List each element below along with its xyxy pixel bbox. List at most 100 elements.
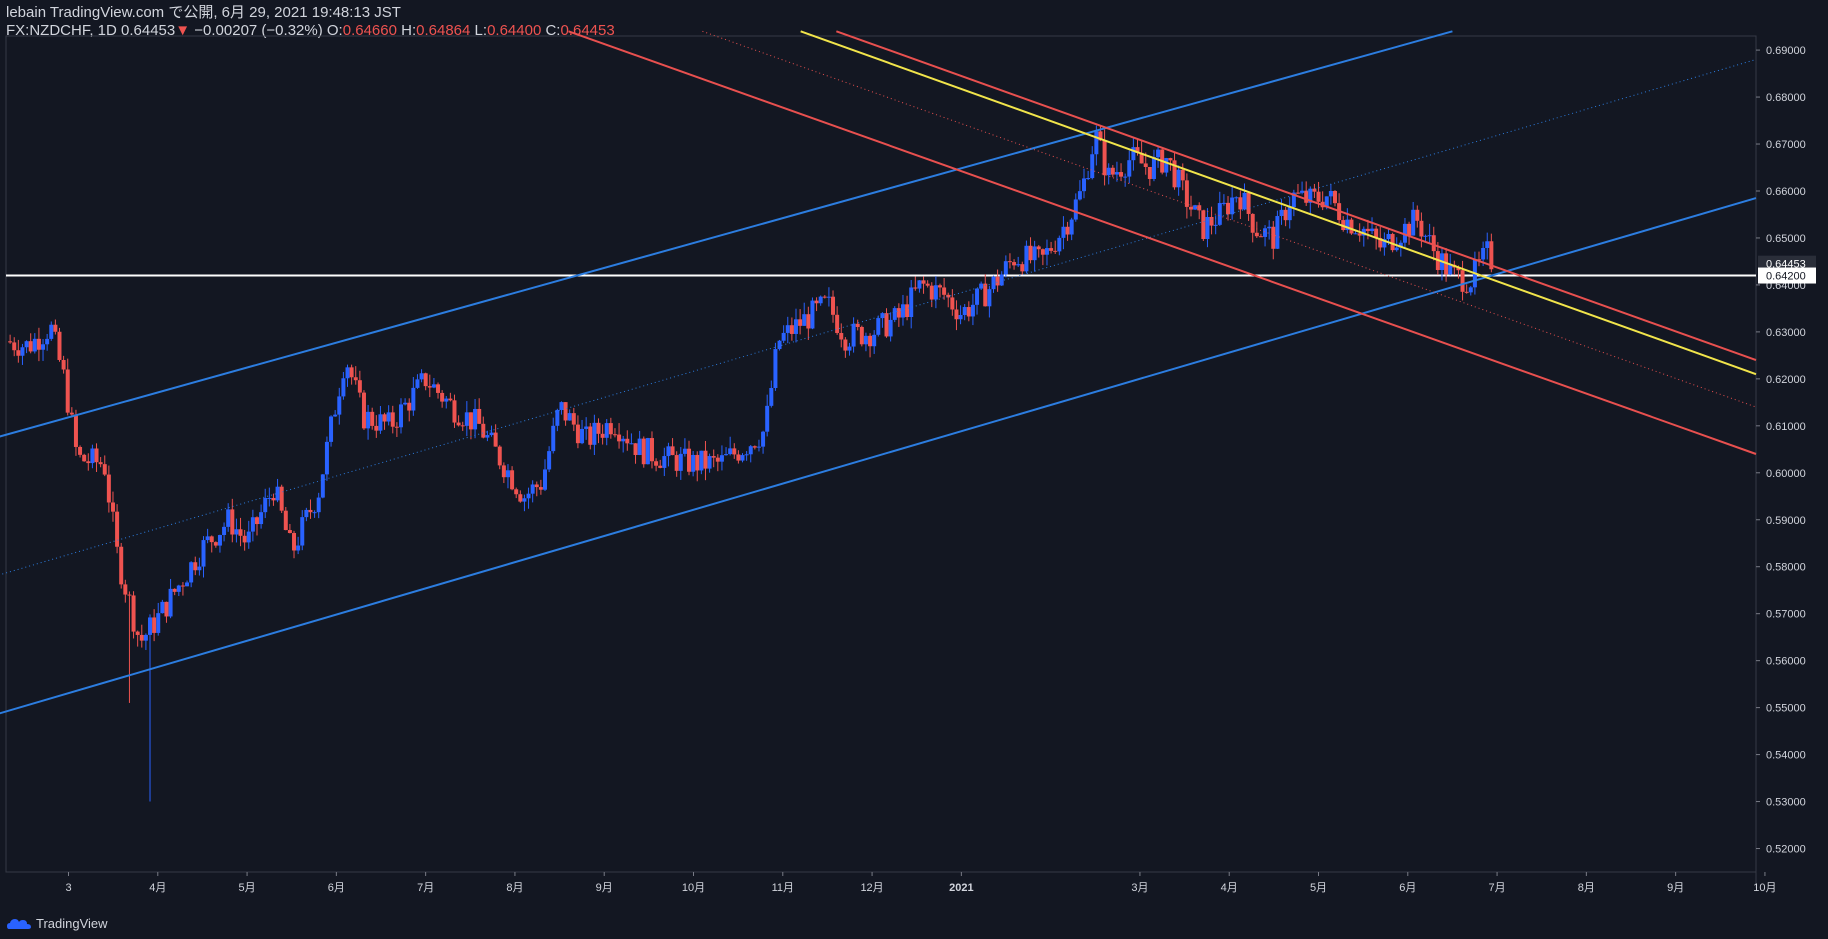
candle-body [1370, 228, 1375, 232]
candle-body [493, 432, 498, 447]
price-tick-label: 0.56000 [1766, 656, 1806, 668]
candle-body [1345, 219, 1350, 231]
blue-trendline[interactable] [0, 30, 1453, 442]
candle-body [744, 454, 749, 456]
candle-body [444, 398, 449, 402]
candle-body [530, 484, 535, 494]
candle-body [855, 323, 860, 327]
close-value: 0.64453 [560, 22, 615, 39]
candle-body [312, 512, 317, 514]
candle-body [464, 412, 469, 426]
time-tick-label: 7月 [417, 882, 434, 894]
candle-body [1427, 235, 1432, 237]
candle-body [448, 398, 453, 401]
candle-body [724, 454, 729, 456]
candle-body [73, 414, 78, 447]
red-trendline[interactable] [568, 30, 1757, 455]
candle-body [1007, 261, 1012, 263]
candle-body [748, 446, 753, 455]
candle-body [905, 304, 910, 318]
candle-body [666, 446, 671, 457]
candle-body [452, 400, 457, 423]
candle-body [152, 617, 157, 633]
candle-body [1172, 160, 1177, 188]
candle-body [304, 509, 309, 518]
candle-body [324, 441, 329, 475]
candle-body [316, 497, 321, 513]
candle-body [41, 344, 46, 350]
candle-body [226, 509, 231, 527]
candle-body [217, 535, 222, 546]
candle-body [427, 386, 432, 388]
candle-body [575, 424, 580, 444]
candle-body [1304, 190, 1309, 203]
candle-body [485, 435, 490, 438]
candle-body [259, 512, 264, 525]
candle-body [1053, 250, 1058, 252]
candle-body [987, 289, 992, 307]
footer-bar: TradingView [0, 908, 1828, 939]
candle-body [20, 347, 25, 356]
candle-body [1312, 188, 1317, 192]
candle-body [431, 384, 436, 388]
candle-body [995, 276, 1000, 286]
candle-body [1205, 216, 1210, 239]
blue-trendline[interactable] [0, 197, 1757, 719]
price-tick-label: 0.59000 [1766, 515, 1806, 527]
candle-body [1176, 169, 1181, 188]
candle-body [8, 341, 13, 343]
candle-body [888, 319, 893, 337]
candle-body [1407, 223, 1412, 236]
low-label: L: [474, 22, 488, 39]
candle-body [818, 296, 823, 304]
candle-body [1106, 167, 1111, 176]
candle-body [765, 405, 770, 432]
candle-body [1086, 178, 1091, 180]
publisher-line: lebain TradingView.com で公開, 6月 29, 2021 … [6, 4, 401, 21]
red-trendline[interactable] [702, 30, 1757, 408]
candle-body [287, 530, 292, 534]
tradingview-logo[interactable]: TradingView [6, 916, 108, 932]
candle-body [538, 487, 543, 490]
candle-body [398, 404, 403, 428]
candle-body [592, 422, 597, 445]
candle-body [505, 470, 510, 478]
candle-body [1135, 147, 1140, 153]
candle-body [728, 448, 733, 455]
candle-body [678, 453, 683, 471]
candle-body [1287, 207, 1292, 221]
candle-body [300, 517, 305, 546]
candle-body [1374, 228, 1379, 239]
candle-body [1382, 239, 1387, 248]
candle-body [991, 276, 996, 290]
candle-body [1246, 192, 1251, 214]
blue-trendline[interactable] [0, 59, 1757, 580]
candle-body [1098, 131, 1103, 141]
candle-body [341, 378, 346, 397]
candle-body [1295, 192, 1300, 194]
candle-body [53, 324, 58, 332]
candle-body [1448, 264, 1453, 275]
time-tick-label: 6月 [328, 882, 345, 894]
candle-body [1131, 147, 1136, 161]
candle-body [333, 414, 338, 417]
candle-body [1040, 249, 1045, 255]
yellow-trendline[interactable] [800, 30, 1757, 376]
candle-body [942, 287, 947, 295]
price-tick-label: 0.66000 [1766, 186, 1806, 198]
candle-body [1477, 259, 1482, 261]
high-value: 0.64864 [416, 22, 471, 39]
candle-body [1209, 216, 1214, 226]
red-trendline[interactable] [836, 30, 1757, 362]
time-tick-label: 7月 [1489, 882, 1506, 894]
candle-body [1419, 220, 1424, 237]
candle-body [1349, 219, 1354, 234]
candle-body [164, 601, 169, 617]
candle-body [222, 526, 227, 536]
candle-body [1242, 192, 1247, 210]
candle-body [789, 325, 794, 334]
brand-label: TradingView [36, 916, 108, 931]
candle-body [1460, 270, 1465, 292]
candle-body [1057, 237, 1062, 252]
